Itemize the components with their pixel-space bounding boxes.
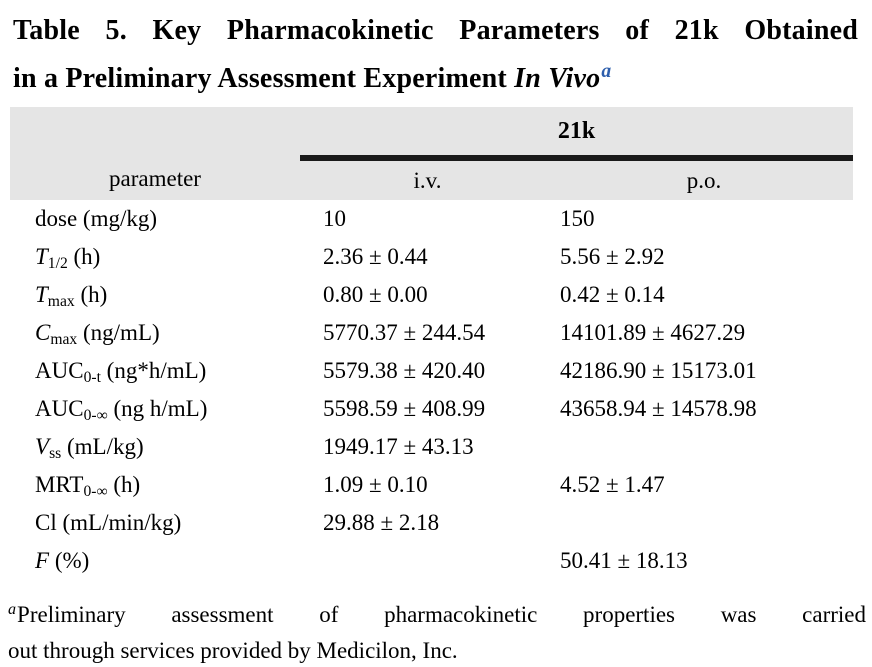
param-unit: (h) <box>67 244 101 269</box>
table-row: T1/2 (h) 2.36 ± 0.44 5.56 ± 2.92 <box>10 238 854 276</box>
param-subscript: 1/2 <box>47 255 68 272</box>
param-subscript: 0-t <box>83 369 101 386</box>
po-value: 14101.89 ± 4627.29 <box>555 314 854 352</box>
iv-value <box>300 542 555 580</box>
table-title-line2-text: in a Preliminary Assessment Experiment <box>13 63 515 94</box>
param-label: Cl (mL/min/kg) <box>10 504 300 542</box>
compound-header-cell: 21k <box>300 107 854 161</box>
param-name-italic: T <box>35 244 48 269</box>
iv-value: 0.80 ± 0.00 <box>300 276 555 314</box>
table-row: Cmax (ng/mL) 5770.37 ± 244.54 14101.89 ±… <box>10 314 854 352</box>
param-label: AUC0-∞ (ng h/mL) <box>10 390 300 428</box>
param-subscript: max <box>50 331 78 348</box>
footnote-line1-text: Preliminary assessment of pharmacokineti… <box>17 602 866 627</box>
footnote-line2: out through services provided by Medicil… <box>8 638 458 663</box>
table-row: Vss (mL/kg) 1949.17 ± 43.13 <box>10 428 854 466</box>
table-row: Tmax (h) 0.80 ± 0.00 0.42 ± 0.14 <box>10 276 854 314</box>
pk-table-header: 21k parameter i.v. p.o. <box>10 107 854 200</box>
param-unit: (ng*h/mL) <box>100 358 207 383</box>
iv-value: 5598.59 ± 408.99 <box>300 390 555 428</box>
po-value: 150 <box>555 200 854 238</box>
table-row: Cl (mL/min/kg) 29.88 ± 2.18 <box>10 504 854 542</box>
param-label: MRT0-∞ (h) <box>10 466 300 504</box>
iv-value: 29.88 ± 2.18 <box>300 504 555 542</box>
param-name: AUC <box>35 358 84 383</box>
column-header-iv: i.v. <box>300 158 555 200</box>
column-header-po: p.o. <box>555 158 854 200</box>
po-value: 42186.90 ± 15173.01 <box>555 352 854 390</box>
param-name: dose <box>35 206 78 231</box>
pk-table: 21k parameter i.v. p.o. dose (mg/kg) 10 … <box>10 107 854 580</box>
param-name: MRT <box>35 472 84 497</box>
table-title-invivo: In Vivo <box>514 63 601 94</box>
title-footnote-marker: a <box>601 61 612 82</box>
param-label: F (%) <box>10 542 300 580</box>
column-header-row: parameter i.v. p.o. <box>10 158 854 200</box>
iv-value: 5579.38 ± 420.40 <box>300 352 555 390</box>
param-unit: (ng h/mL) <box>107 396 208 421</box>
iv-value: 10 <box>300 200 555 238</box>
param-label: dose (mg/kg) <box>10 200 300 238</box>
param-subscript: max <box>47 293 75 310</box>
table-row: F (%) 50.41 ± 18.13 <box>10 542 854 580</box>
iv-value: 5770.37 ± 244.54 <box>300 314 555 352</box>
table-title-line1: Table 5. Key Pharmacokinetic Parameters … <box>13 15 858 46</box>
table-row: MRT0-∞ (h) 1.09 ± 0.10 4.52 ± 1.47 <box>10 466 854 504</box>
column-header-parameter: parameter <box>10 158 300 200</box>
compound-header-spacer <box>10 107 300 158</box>
param-name: AUC <box>35 396 84 421</box>
param-name-italic: F <box>35 548 50 573</box>
param-subscript: 0-∞ <box>83 483 108 500</box>
pk-table-container: 21k parameter i.v. p.o. dose (mg/kg) 10 … <box>10 107 854 580</box>
table-row: AUC0-t (ng*h/mL) 5579.38 ± 420.40 42186.… <box>10 352 854 390</box>
param-name-italic: V <box>35 434 50 459</box>
table-title: Table 5. Key Pharmacokinetic Parameters … <box>13 10 858 99</box>
param-unit: (mg/kg) <box>77 206 158 231</box>
compound-header-row: 21k <box>10 107 854 161</box>
po-value: 50.41 ± 18.13 <box>555 542 854 580</box>
table-title-line2: in a Preliminary Assessment Experiment I… <box>13 51 858 99</box>
param-name: Cl <box>35 510 57 535</box>
po-value: 43658.94 ± 14578.98 <box>555 390 854 428</box>
param-subscript: ss <box>49 445 62 462</box>
iv-value: 2.36 ± 0.44 <box>300 238 555 276</box>
param-unit: (mL/kg) <box>61 434 144 459</box>
param-name-italic: T <box>35 282 48 307</box>
param-label: Cmax (ng/mL) <box>10 314 300 352</box>
param-unit: (mL/min/kg) <box>56 510 182 535</box>
po-value: 0.42 ± 0.14 <box>555 276 854 314</box>
pk-table-body: dose (mg/kg) 10 150 T1/2 (h) 2.36 ± 0.44… <box>10 200 854 580</box>
table-row: AUC0-∞ (ng h/mL) 5598.59 ± 408.99 43658.… <box>10 390 854 428</box>
po-value: 4.52 ± 1.47 <box>555 466 854 504</box>
param-unit: (%) <box>49 548 90 573</box>
param-label: Tmax (h) <box>10 276 300 314</box>
param-subscript: 0-∞ <box>83 407 108 424</box>
param-label: AUC0-t (ng*h/mL) <box>10 352 300 390</box>
param-label: Vss (mL/kg) <box>10 428 300 466</box>
param-unit: (ng/mL) <box>77 320 160 345</box>
table-row: dose (mg/kg) 10 150 <box>10 200 854 238</box>
footnote-marker: a <box>8 601 17 618</box>
table-footnote: aPreliminary assessment of pharmacokinet… <box>8 592 866 667</box>
footnote-line1: aPreliminary assessment of pharmacokinet… <box>8 592 866 633</box>
iv-value: 1.09 ± 0.10 <box>300 466 555 504</box>
param-label: T1/2 (h) <box>10 238 300 276</box>
iv-value: 1949.17 ± 43.13 <box>300 428 555 466</box>
po-value: 5.56 ± 2.92 <box>555 238 854 276</box>
po-value <box>555 428 854 466</box>
param-unit: (h) <box>107 472 141 497</box>
po-value <box>555 504 854 542</box>
param-name-italic: C <box>35 320 51 345</box>
param-unit: (h) <box>74 282 108 307</box>
